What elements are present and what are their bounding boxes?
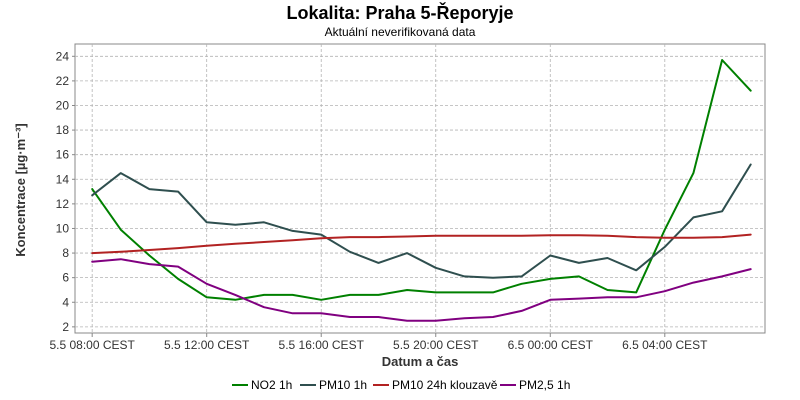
- chart-title: Lokalita: Praha 5-Řeporyje: [286, 2, 513, 23]
- y-tick-label: 18: [56, 123, 70, 137]
- y-tick-label: 14: [56, 172, 70, 186]
- series-line-3: [91, 233, 752, 255]
- x-tick-label: 5.5 08:00 CEST: [49, 338, 135, 352]
- legend: NO2 1h PM10 1h PM10 24h klouzavě PM2,5 1h: [232, 378, 570, 392]
- y-tick-label: 12: [56, 197, 70, 211]
- series-line-1: [91, 59, 752, 301]
- x-tick-label: 6.5 00:00 CEST: [508, 338, 594, 352]
- legend-label-4: PM2,5 1h: [519, 378, 570, 392]
- y-tick-label: 20: [56, 98, 70, 112]
- series-line-4: [91, 258, 752, 322]
- y-tick-label: 6: [62, 271, 69, 285]
- y-tick-label: 8: [62, 246, 69, 260]
- series-line-2: [91, 163, 752, 279]
- y-tick-label: 10: [56, 221, 70, 235]
- y-tick-label: 16: [56, 148, 70, 162]
- y-tick-label: 22: [56, 74, 70, 88]
- y-tick-label: 2: [62, 320, 69, 334]
- y-tick-label: 4: [62, 295, 69, 309]
- x-tick-label: 5.5 16:00 CEST: [279, 338, 365, 352]
- plot-frame: [74, 43, 766, 334]
- x-tick-label: 5.5 20:00 CEST: [393, 338, 479, 352]
- legend-label-3: PM10 24h klouzavě: [392, 378, 498, 392]
- chart-subtitle: Aktuální neverifikovaná data: [325, 25, 476, 39]
- x-tick-label: 6.5 04:00 CEST: [622, 338, 708, 352]
- x-tick-label: 5.5 12:00 CEST: [164, 338, 250, 352]
- legend-label-1: NO2 1h: [251, 378, 292, 392]
- y-axis-label: Koncentrace [µg·m⁻³]: [13, 123, 28, 257]
- x-axis-label: Datum a čas: [382, 354, 459, 369]
- legend-label-2: PM10 1h: [319, 378, 367, 392]
- y-tick-label: 24: [56, 49, 70, 63]
